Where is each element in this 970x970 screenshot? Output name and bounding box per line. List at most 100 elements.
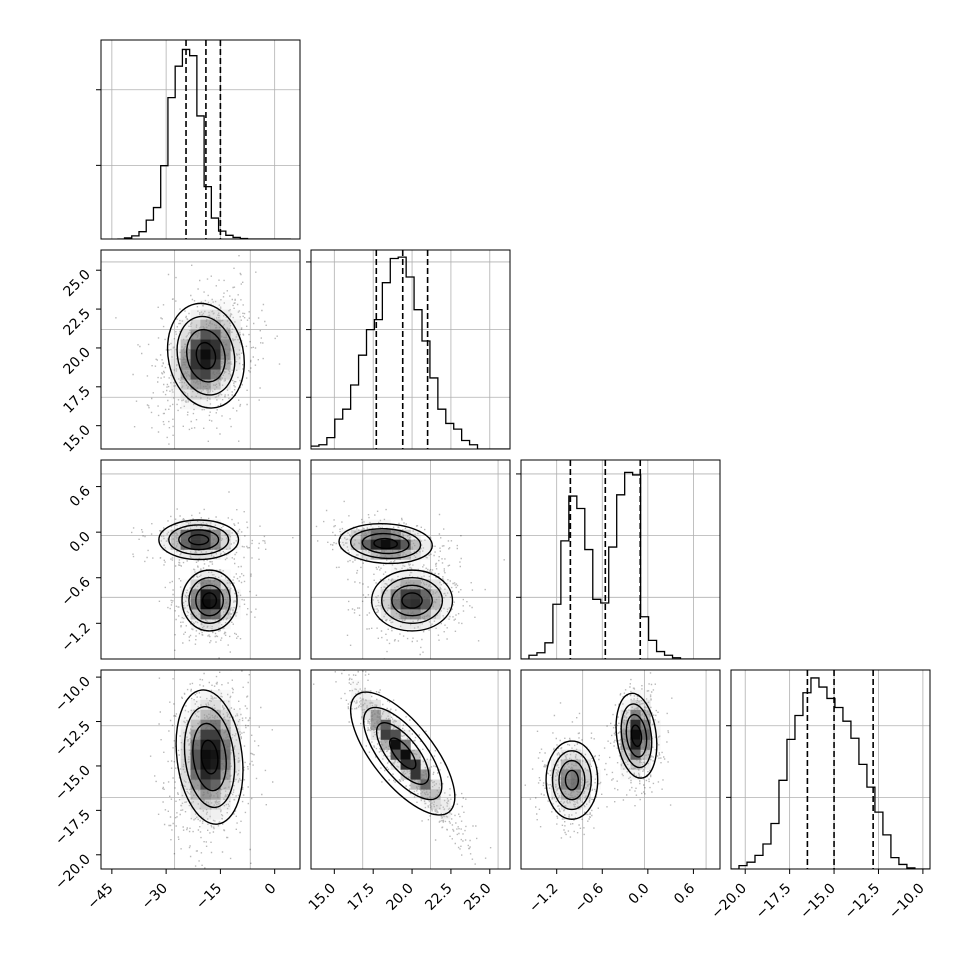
density-cell	[410, 609, 421, 620]
density-cell	[190, 369, 201, 380]
density-cell	[340, 539, 352, 550]
density-cell	[210, 789, 221, 800]
scatter-points	[149, 670, 274, 869]
density-cell	[180, 369, 191, 380]
density-cell	[170, 359, 181, 370]
density-cell	[190, 749, 201, 760]
x-tick-label: 17.5	[345, 881, 378, 914]
density-cell	[220, 539, 231, 550]
contour-line	[175, 689, 244, 825]
density-cell	[170, 379, 181, 390]
density-cell	[170, 349, 181, 360]
density-cell	[200, 779, 211, 790]
x-tick-label: −20.0	[708, 881, 750, 923]
density-cell	[370, 719, 381, 730]
density-cell	[210, 299, 221, 310]
density-cell	[200, 329, 211, 340]
density-cell	[370, 519, 381, 530]
density-cell	[550, 799, 562, 810]
density-cell	[210, 809, 221, 820]
density-cell	[200, 359, 211, 370]
density-cell	[190, 589, 201, 600]
scatter-panel-3-2	[520, 669, 721, 870]
scatter-panel-3-0	[100, 669, 301, 870]
density-cell	[220, 529, 231, 540]
density-cell	[640, 739, 651, 750]
contour-line	[361, 532, 410, 555]
density-cell	[210, 769, 221, 780]
density-cell	[180, 339, 191, 350]
density-cell	[230, 589, 241, 600]
y-tick-label: −1.2	[58, 620, 93, 655]
density-cell	[380, 539, 391, 550]
density-cell	[580, 749, 591, 760]
x-tick-label: −15.0	[797, 881, 839, 923]
density-cell	[200, 309, 211, 320]
contour-line	[564, 769, 580, 791]
density-cell	[400, 579, 411, 590]
density-cell	[370, 729, 381, 740]
density-cell	[440, 599, 451, 610]
density-cell	[370, 599, 381, 610]
density-cell	[420, 599, 431, 610]
axes-frame	[520, 669, 721, 870]
density-cell	[190, 719, 201, 730]
density-cell	[230, 599, 241, 610]
density-cell	[220, 739, 231, 750]
density-cell	[620, 719, 631, 730]
density-cell	[430, 579, 441, 590]
axes-frame	[310, 459, 511, 660]
contour-line	[620, 703, 653, 769]
density-cell	[210, 619, 221, 630]
density-cell	[230, 359, 241, 370]
density-cell	[220, 599, 231, 610]
density-cell	[360, 709, 371, 721]
x-tick-label: 15.0	[306, 881, 339, 914]
density-cell	[560, 759, 572, 770]
density-cell	[620, 759, 631, 770]
density-cell	[550, 749, 562, 760]
density-cell	[200, 319, 211, 330]
density-cell	[180, 799, 191, 810]
density-cell	[220, 569, 231, 580]
density-cell	[380, 589, 391, 600]
density-cell	[570, 789, 581, 800]
density-cell	[180, 379, 191, 390]
density-cell	[420, 619, 431, 630]
density-cell	[220, 809, 231, 820]
density-cell	[180, 719, 191, 730]
density-cell	[360, 699, 371, 711]
contour-line	[370, 569, 454, 632]
density-cell	[570, 749, 581, 760]
density-cell	[200, 619, 211, 630]
density-cell	[200, 769, 211, 780]
density-cell	[410, 619, 421, 630]
density-cell	[220, 689, 231, 701]
density-cell	[640, 689, 651, 701]
contour-line	[391, 584, 433, 617]
density-cell	[200, 369, 211, 380]
density-cell	[390, 569, 401, 580]
density-cell	[230, 749, 241, 760]
y-tick-label: 0.0	[67, 529, 94, 556]
density-cell	[230, 759, 241, 770]
density-cell	[200, 579, 211, 590]
density-cell	[190, 739, 201, 750]
density-cell	[400, 529, 411, 540]
axes-frame	[310, 669, 511, 870]
x-tick-label: −10.0	[886, 881, 928, 923]
density-cell	[430, 789, 441, 800]
density-cell	[410, 749, 421, 760]
density-cell	[420, 579, 431, 590]
density-cell	[640, 719, 651, 730]
density-cell	[210, 709, 221, 721]
x-tick-label: 0.0	[626, 881, 653, 908]
density-cell	[200, 349, 211, 360]
density-cell	[210, 779, 221, 790]
density-cell	[230, 329, 241, 340]
histogram-panel-0	[96, 39, 301, 240]
density-cell	[580, 779, 591, 790]
density-cell	[180, 769, 191, 780]
density-cell	[360, 689, 371, 701]
contour-line	[373, 537, 398, 550]
